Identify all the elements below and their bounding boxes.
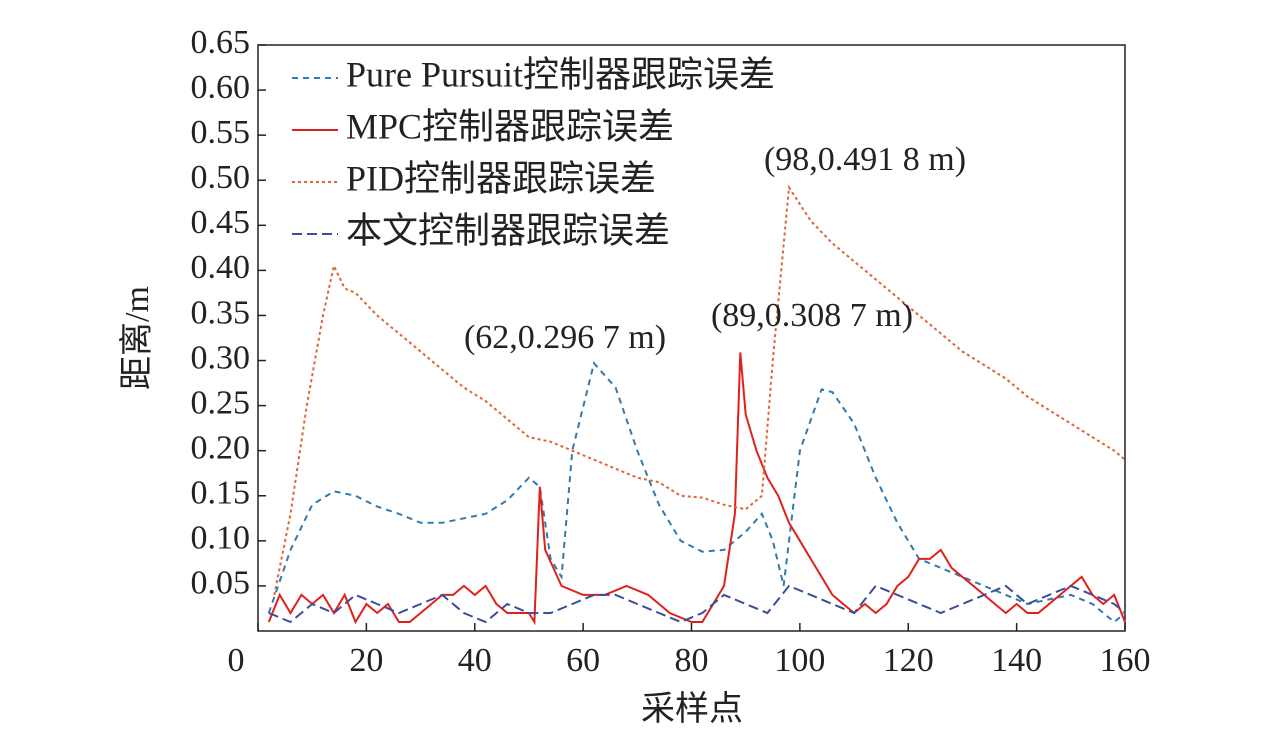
x-tick-label: 140 — [991, 642, 1042, 679]
x-tick-label: 100 — [774, 642, 825, 679]
y-tick-label: 0.40 — [191, 249, 251, 286]
y-tick-label: 0.35 — [191, 294, 251, 331]
legend-label: Pure Pursuit控制器跟踪误差 — [346, 54, 775, 94]
x-tick-label: 60 — [566, 642, 600, 679]
y-tick-label: 0.55 — [191, 114, 251, 151]
x-tick-label: 20 — [349, 642, 383, 679]
y-tick-label: 0.50 — [191, 159, 251, 196]
y-tick-label: 0.45 — [191, 204, 251, 241]
y-tick-label: 0.10 — [191, 520, 251, 557]
x-tick-label: 80 — [675, 642, 709, 679]
y-tick-label: 0.30 — [191, 339, 251, 376]
y-axis-label: 距离/m — [118, 286, 156, 390]
annotation: (62,0.296 7 m) — [464, 319, 666, 356]
legend-label: 本文控制器跟踪误差 — [346, 210, 670, 250]
y-tick-label: 0.05 — [191, 565, 251, 602]
annotation: (98,0.491 8 m) — [764, 141, 966, 178]
legend-label: MPC控制器跟踪误差 — [346, 106, 674, 146]
series-line — [268, 584, 1126, 624]
x-tick-label: 0 — [228, 642, 245, 679]
series-line — [267, 352, 1126, 626]
series-line — [267, 361, 1126, 624]
y-tick-label: 0.15 — [191, 475, 251, 512]
x-tick-label: 120 — [883, 642, 934, 679]
x-axis-label: 采样点 — [641, 690, 743, 728]
y-tick-label: 0.25 — [191, 384, 251, 421]
y-tick-label: 0.60 — [191, 69, 251, 106]
x-tick-label: 40 — [458, 642, 492, 679]
x-tick-label: 160 — [1100, 642, 1151, 679]
y-tick-label: 0.20 — [191, 429, 251, 466]
y-tick-label: 0.65 — [191, 24, 251, 61]
annotation: (89,0.308 7 m) — [711, 297, 913, 334]
legend-label: PID控制器跟踪误差 — [346, 158, 656, 198]
